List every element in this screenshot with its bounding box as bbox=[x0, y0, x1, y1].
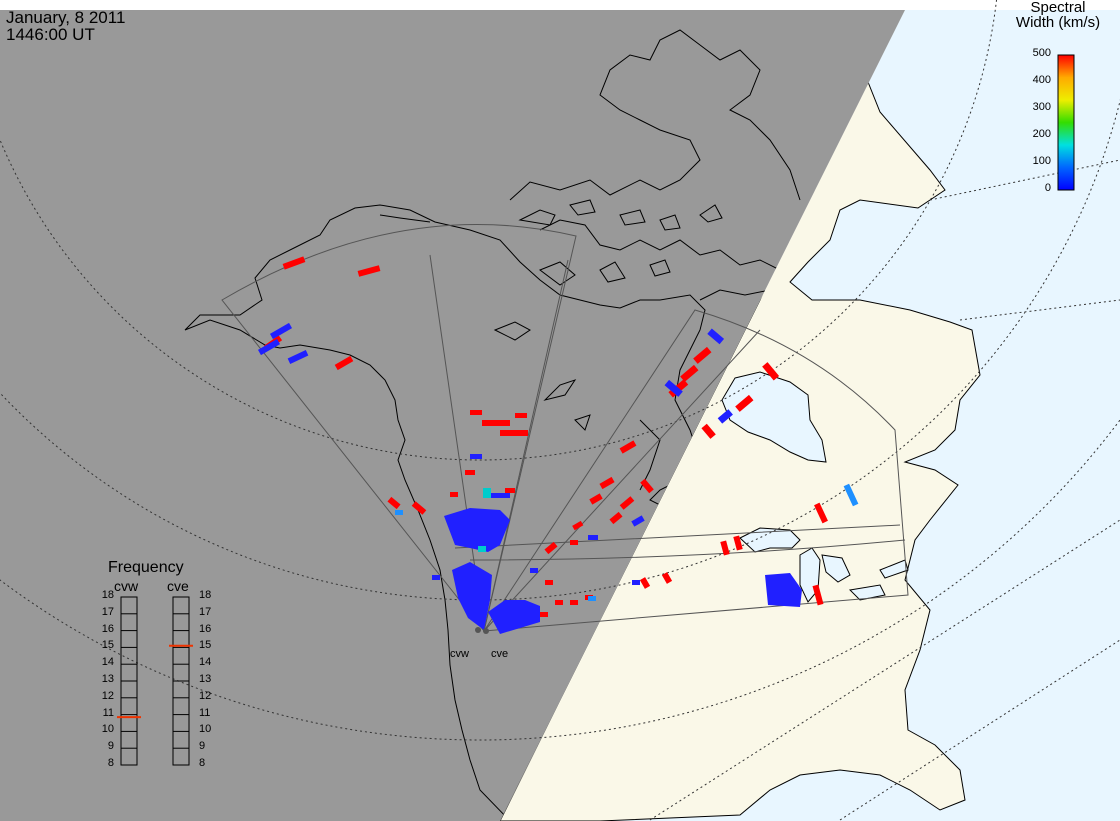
radar-site-cve bbox=[483, 628, 489, 634]
colorbar-tick: 300 bbox=[1032, 101, 1051, 113]
frequency-panel bbox=[117, 596, 193, 766]
frequency-scale-label: 15 bbox=[101, 639, 114, 652]
fov-cvw bbox=[221, 224, 577, 633]
echo-cluster-cve bbox=[488, 600, 540, 634]
frequency-scale-label: 8 bbox=[199, 757, 206, 769]
frequency-scale-label: 9 bbox=[107, 740, 114, 753]
colorbar bbox=[1057, 54, 1075, 191]
frequency-radar-cve: cve bbox=[167, 578, 189, 594]
fov-outlines bbox=[221, 224, 909, 633]
frequency-scale-label: 17 bbox=[101, 605, 114, 618]
frequency-scale-label: 16 bbox=[199, 622, 212, 635]
colorbar-unit: Width (km/s) bbox=[1015, 14, 1101, 31]
radar-site-cvw bbox=[475, 627, 481, 633]
frequency-scale-label: 11 bbox=[199, 706, 211, 719]
frequency-scale-label: 14 bbox=[101, 656, 114, 669]
frequency-scale-label: 10 bbox=[101, 723, 114, 736]
date-label: January, 8 2011 bbox=[6, 8, 126, 27]
frequency-scale-label: 12 bbox=[101, 689, 114, 702]
frequency-scale-label: 12 bbox=[199, 689, 212, 702]
colorbar-tick: 100 bbox=[1032, 155, 1051, 167]
frequency-scale-label: 15 bbox=[199, 639, 212, 652]
echo-cluster-cvw bbox=[444, 508, 510, 552]
night-coastlines bbox=[184, 29, 801, 821]
colorbar-tick: 0 bbox=[1044, 182, 1051, 194]
echo-cluster-near bbox=[452, 562, 492, 630]
colorbar-tick: 200 bbox=[1032, 128, 1051, 140]
frequency-scale-label: 13 bbox=[199, 673, 212, 685]
frequency-radar-cvw: cvw bbox=[114, 578, 139, 594]
frequency-scale-label: 11 bbox=[102, 706, 114, 719]
colorbar-tick: 500 bbox=[1032, 47, 1051, 59]
frequency-scale-label: 18 bbox=[101, 589, 114, 601]
frequency-scale-label: 8 bbox=[107, 757, 114, 769]
echo-cluster-east bbox=[765, 573, 802, 607]
site-label-cve: cve bbox=[491, 648, 509, 660]
frequency-scale-label: 10 bbox=[199, 723, 212, 736]
hudson-bay bbox=[721, 371, 827, 463]
colorbar-title: Spectral bbox=[1030, 0, 1086, 16]
time-label: 1446:00 UT bbox=[6, 25, 95, 44]
frequency-scale-label: 9 bbox=[199, 740, 206, 753]
frequency-scale-label: 18 bbox=[199, 589, 212, 601]
colorbar-tick: 400 bbox=[1032, 74, 1051, 86]
frequency-scale-label: 17 bbox=[199, 605, 212, 618]
daylight-land bbox=[500, 58, 981, 821]
night-region bbox=[0, 10, 905, 821]
site-label-cvw: cvw bbox=[450, 648, 469, 660]
frequency-scale-label: 14 bbox=[199, 656, 212, 669]
frequency-heading: Frequency bbox=[108, 559, 184, 576]
frequency-scale-label: 16 bbox=[101, 622, 114, 635]
frequency-scale-label: 13 bbox=[101, 673, 114, 685]
fov-cve bbox=[483, 309, 909, 632]
backscatter-echoes bbox=[257, 256, 859, 634]
